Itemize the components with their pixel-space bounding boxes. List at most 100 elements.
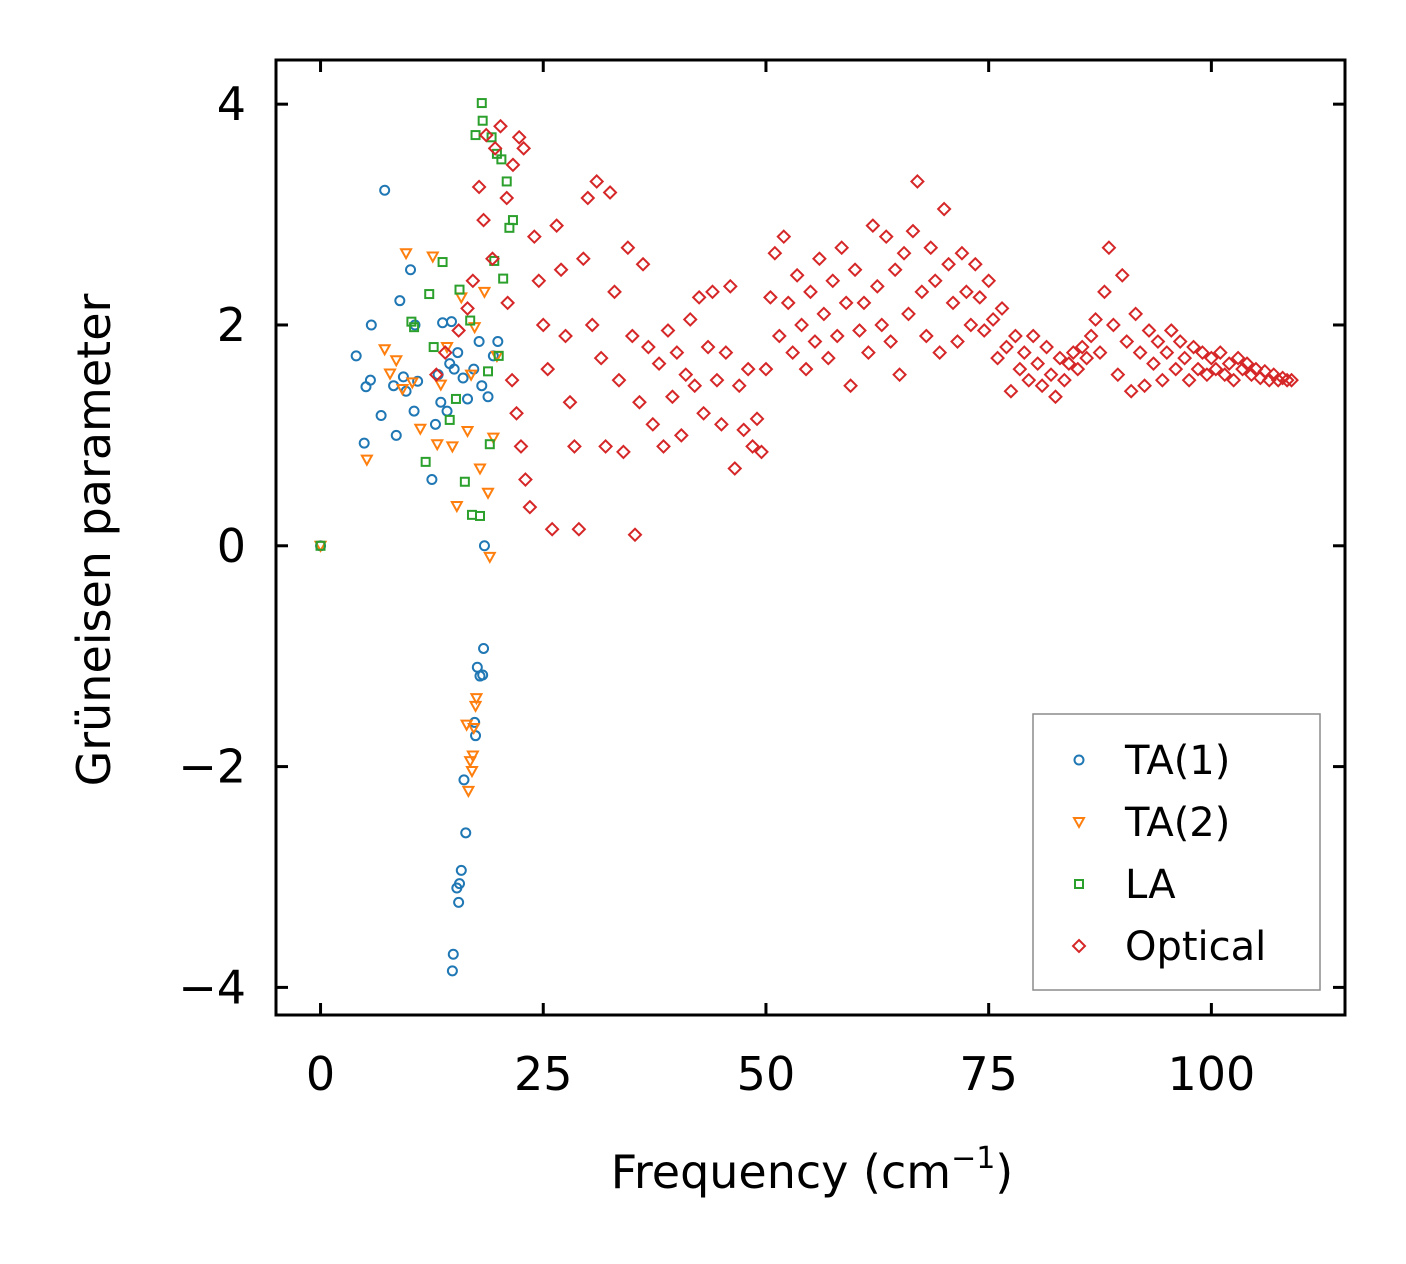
data-point: [535, 317, 551, 333]
data-point: [350, 350, 362, 362]
data-point: [531, 273, 547, 289]
data-point: [714, 416, 729, 432]
data-point: [918, 328, 934, 344]
data-point: [843, 378, 859, 394]
data-point: [696, 405, 712, 421]
data-point: [927, 273, 943, 289]
data-point: [1172, 334, 1188, 349]
data-point: [758, 361, 774, 377]
data-point: [932, 345, 948, 360]
data-point: [413, 423, 428, 436]
data-point: [437, 257, 448, 268]
data-point: [377, 344, 392, 357]
y-tick-label: 4: [217, 77, 246, 131]
data-point: [420, 456, 431, 467]
data-point: [505, 157, 521, 173]
data-point: [526, 229, 542, 245]
data-point: [616, 444, 631, 460]
data-point: [1048, 389, 1063, 405]
data-point: [691, 289, 707, 305]
data-point: [478, 540, 490, 552]
data-point: [450, 393, 461, 404]
data-point: [549, 218, 565, 234]
data-point: [972, 289, 988, 305]
data-point: [976, 323, 992, 338]
data-point: [1007, 328, 1023, 344]
data-point: [914, 284, 930, 300]
data-point: [448, 363, 460, 375]
series-la: [315, 98, 518, 551]
data-point: [762, 289, 778, 305]
data-point: [985, 312, 1001, 327]
data-point: [461, 785, 476, 798]
legend-marker-ta-1-: [1073, 754, 1085, 766]
data-point: [358, 437, 370, 449]
data-point: [1030, 356, 1046, 372]
series-ta-2-: [313, 248, 504, 798]
data-point: [1244, 367, 1259, 383]
data-point: [1279, 372, 1295, 388]
data-point: [990, 350, 1005, 366]
data-point: [468, 363, 480, 375]
data-point: [981, 273, 997, 289]
data-point: [507, 215, 518, 226]
data-point: [1034, 378, 1050, 394]
data-point: [405, 377, 419, 390]
data-point: [718, 345, 734, 360]
data-point: [816, 306, 832, 322]
data-point: [999, 339, 1014, 355]
data-point: [447, 948, 459, 960]
legend-label: Optical: [1125, 924, 1266, 970]
data-point: [1235, 361, 1250, 377]
data-point: [660, 323, 676, 338]
data-point: [383, 368, 397, 381]
data-point: [651, 356, 667, 372]
data-point: [399, 248, 413, 261]
data-point: [426, 474, 438, 486]
data-point: [462, 393, 474, 405]
data-point: [878, 229, 894, 245]
data-point: [487, 140, 503, 156]
y-axis-title: Grüneisen parameter: [67, 293, 121, 786]
x-tick-label: 75: [959, 1047, 1018, 1101]
data-point: [776, 229, 792, 245]
data-point: [1146, 356, 1161, 372]
x-axis-title-main: Frequency (cm: [611, 1145, 951, 1199]
data-point: [518, 472, 533, 487]
data-point: [460, 300, 475, 316]
data-point: [460, 827, 472, 839]
data-point: [575, 251, 591, 267]
data-point: [465, 315, 476, 326]
data-point: [1074, 339, 1090, 355]
data-point: [489, 255, 500, 266]
data-point: [428, 367, 444, 383]
data-point: [856, 295, 872, 311]
data-point: [909, 174, 925, 189]
data-point: [669, 345, 685, 360]
data-point: [1212, 345, 1228, 360]
data-point: [1083, 328, 1099, 344]
data-point: [767, 245, 783, 261]
data-point: [437, 345, 453, 360]
data-point: [852, 323, 867, 338]
data-point: [705, 284, 720, 300]
data-point: [954, 245, 970, 261]
data-point: [584, 317, 600, 333]
data-point: [958, 284, 974, 300]
data-point: [454, 292, 468, 305]
data-point: [493, 118, 508, 134]
data-point: [445, 316, 457, 328]
data-point: [967, 256, 983, 272]
data-point: [429, 418, 441, 430]
data-point: [700, 339, 716, 355]
data-point: [445, 441, 460, 454]
data-point: [1221, 356, 1237, 372]
data-point: [1052, 350, 1068, 366]
data-point: [1039, 339, 1054, 355]
data-point: [428, 342, 439, 353]
data-point: [945, 295, 961, 311]
x-tick-label: 50: [737, 1047, 796, 1101]
data-point: [834, 240, 850, 256]
data-point: [476, 212, 491, 228]
data-point: [656, 439, 671, 454]
